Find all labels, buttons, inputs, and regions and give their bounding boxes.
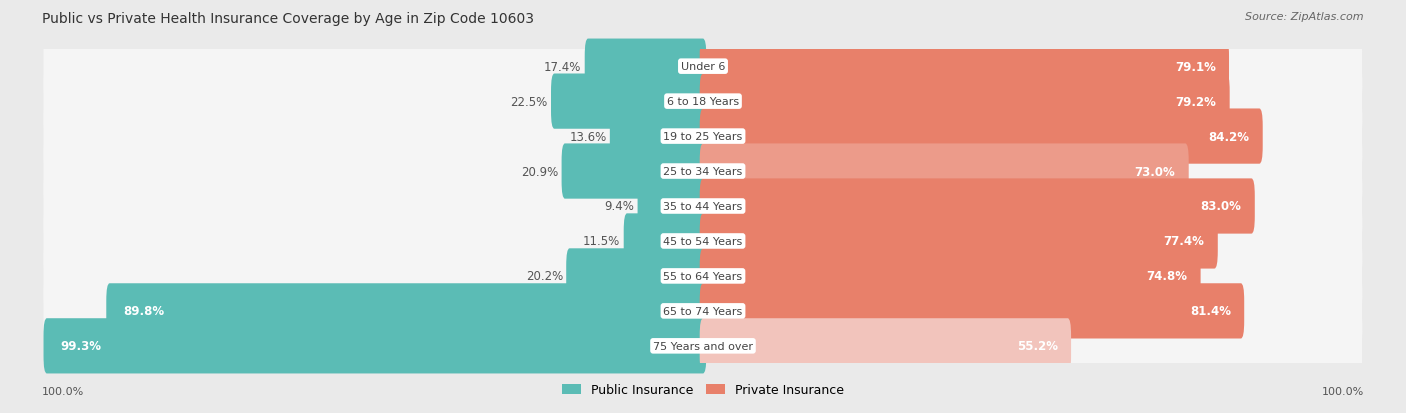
FancyBboxPatch shape [44, 128, 1362, 215]
Text: 99.3%: 99.3% [60, 339, 101, 352]
FancyBboxPatch shape [700, 144, 1188, 199]
FancyBboxPatch shape [700, 109, 1263, 164]
FancyBboxPatch shape [700, 284, 1244, 339]
Text: 100.0%: 100.0% [42, 387, 84, 396]
Text: 83.0%: 83.0% [1201, 200, 1241, 213]
Text: 77.4%: 77.4% [1164, 235, 1205, 248]
Text: 55 to 64 Years: 55 to 64 Years [664, 271, 742, 281]
FancyBboxPatch shape [45, 234, 1362, 320]
FancyBboxPatch shape [624, 214, 706, 269]
FancyBboxPatch shape [45, 24, 1362, 111]
FancyBboxPatch shape [44, 24, 1362, 110]
FancyBboxPatch shape [610, 109, 706, 164]
FancyBboxPatch shape [44, 163, 1362, 250]
FancyBboxPatch shape [700, 318, 1071, 373]
FancyBboxPatch shape [700, 214, 1218, 269]
Text: 17.4%: 17.4% [544, 61, 582, 74]
Text: 13.6%: 13.6% [569, 130, 606, 143]
Text: 45 to 54 Years: 45 to 54 Years [664, 236, 742, 247]
Text: 65 to 74 Years: 65 to 74 Years [664, 306, 742, 316]
FancyBboxPatch shape [45, 94, 1362, 181]
Text: 22.5%: 22.5% [510, 95, 548, 108]
Text: 100.0%: 100.0% [1322, 387, 1364, 396]
Text: 75 Years and over: 75 Years and over [652, 341, 754, 351]
FancyBboxPatch shape [44, 198, 1362, 285]
FancyBboxPatch shape [45, 268, 1362, 355]
Text: 55.2%: 55.2% [1017, 339, 1057, 352]
Text: 35 to 44 Years: 35 to 44 Years [664, 202, 742, 211]
Text: 19 to 25 Years: 19 to 25 Years [664, 132, 742, 142]
Text: 89.8%: 89.8% [122, 305, 165, 318]
FancyBboxPatch shape [700, 249, 1201, 304]
FancyBboxPatch shape [585, 40, 706, 95]
FancyBboxPatch shape [44, 303, 1362, 389]
Text: 9.4%: 9.4% [605, 200, 634, 213]
Text: 11.5%: 11.5% [583, 235, 620, 248]
FancyBboxPatch shape [700, 74, 1230, 129]
FancyBboxPatch shape [44, 93, 1362, 180]
Text: 20.2%: 20.2% [526, 270, 562, 283]
Text: Source: ZipAtlas.com: Source: ZipAtlas.com [1246, 12, 1364, 22]
FancyBboxPatch shape [637, 179, 706, 234]
FancyBboxPatch shape [45, 59, 1362, 146]
Text: 79.1%: 79.1% [1175, 61, 1216, 74]
Text: 84.2%: 84.2% [1209, 130, 1250, 143]
FancyBboxPatch shape [700, 179, 1254, 234]
Text: Public vs Private Health Insurance Coverage by Age in Zip Code 10603: Public vs Private Health Insurance Cover… [42, 12, 534, 26]
FancyBboxPatch shape [45, 304, 1362, 390]
Text: 81.4%: 81.4% [1189, 305, 1232, 318]
Text: 20.9%: 20.9% [522, 165, 558, 178]
FancyBboxPatch shape [44, 268, 1362, 354]
Text: 73.0%: 73.0% [1135, 165, 1175, 178]
Legend: Public Insurance, Private Insurance: Public Insurance, Private Insurance [557, 378, 849, 401]
FancyBboxPatch shape [44, 59, 1362, 145]
FancyBboxPatch shape [561, 144, 706, 199]
Text: 6 to 18 Years: 6 to 18 Years [666, 97, 740, 107]
FancyBboxPatch shape [107, 284, 706, 339]
Text: Under 6: Under 6 [681, 62, 725, 72]
FancyBboxPatch shape [44, 233, 1362, 320]
FancyBboxPatch shape [567, 249, 706, 304]
Text: 74.8%: 74.8% [1146, 270, 1188, 283]
FancyBboxPatch shape [45, 164, 1362, 250]
FancyBboxPatch shape [44, 318, 706, 373]
FancyBboxPatch shape [45, 199, 1362, 285]
FancyBboxPatch shape [45, 129, 1362, 216]
Text: 25 to 34 Years: 25 to 34 Years [664, 166, 742, 177]
FancyBboxPatch shape [551, 74, 706, 129]
Text: 79.2%: 79.2% [1175, 95, 1216, 108]
FancyBboxPatch shape [700, 40, 1229, 95]
